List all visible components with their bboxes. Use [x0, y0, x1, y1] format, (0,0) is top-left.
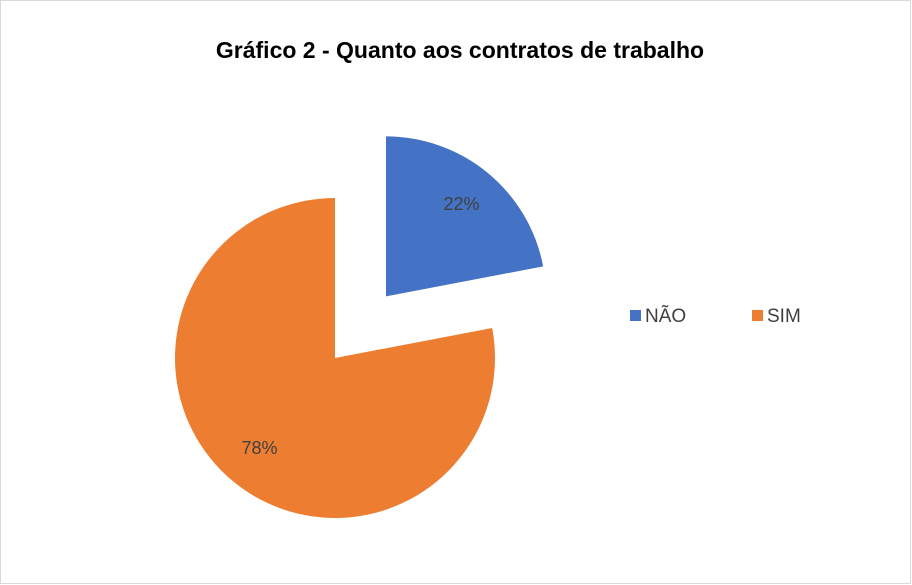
legend-label: NÃO: [645, 305, 686, 327]
legend-swatch: [630, 310, 641, 321]
chart-title: Gráfico 2 - Quanto aos contratos de trab…: [216, 37, 704, 63]
data-label: 22%: [443, 194, 479, 214]
data-label: 78%: [242, 438, 278, 458]
legend-label: SIM: [767, 306, 801, 327]
pie-slice: [385, 136, 544, 297]
pie-slice: [174, 198, 495, 518]
legend-swatch: [752, 310, 763, 321]
